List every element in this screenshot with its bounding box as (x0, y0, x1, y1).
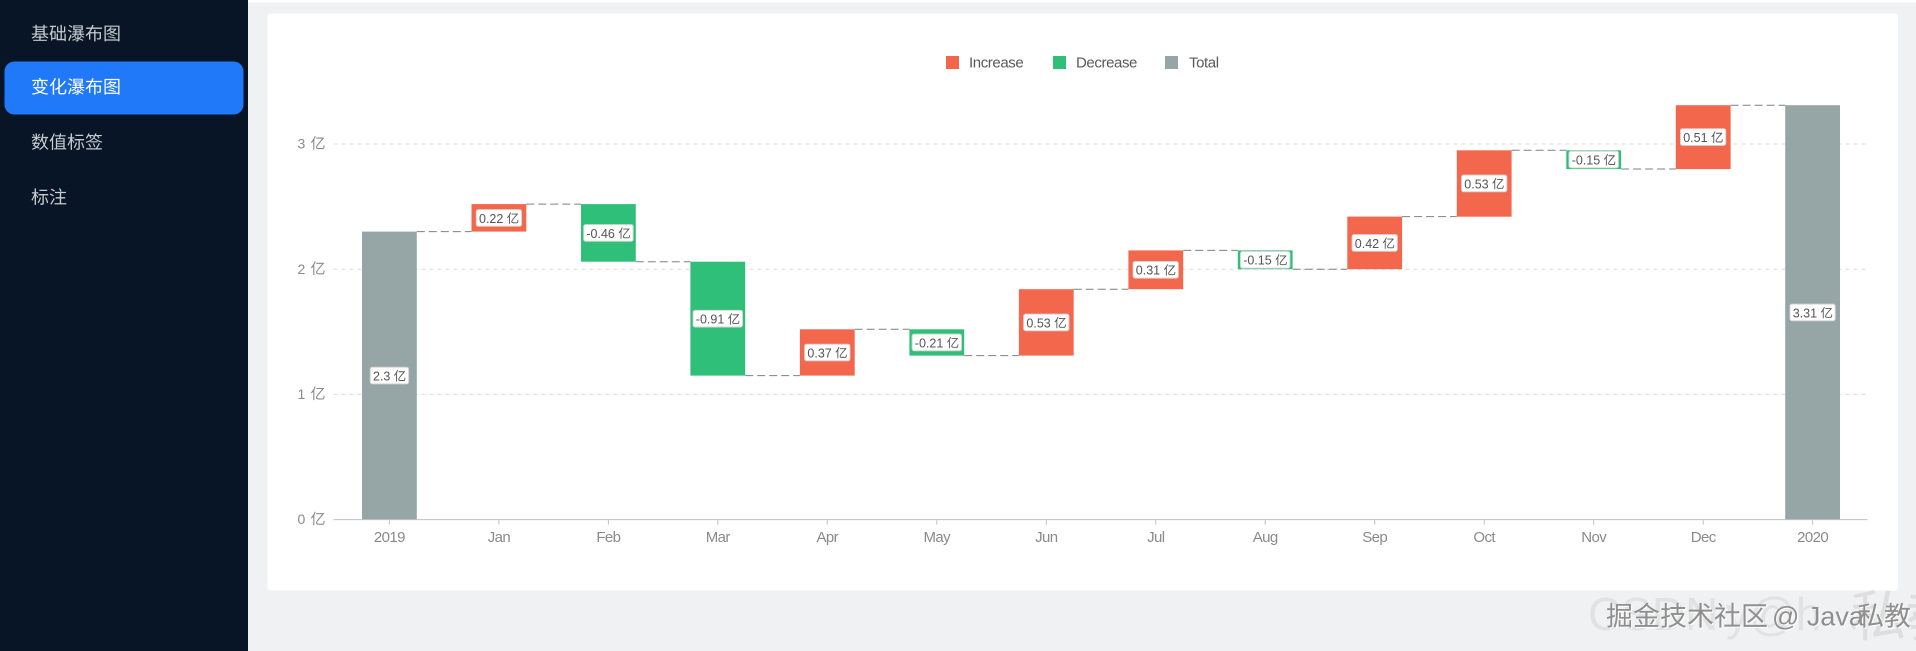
svg-text:Jan: Jan (488, 529, 511, 546)
svg-text:Decrease: Decrease (1076, 55, 1137, 72)
svg-text:Oct: Oct (1473, 529, 1496, 546)
svg-text:Nov: Nov (1581, 529, 1607, 546)
svg-text:Jun: Jun (1035, 529, 1058, 546)
svg-text:Total: Total (1189, 55, 1219, 72)
svg-text:0.51: 0.51 (1683, 131, 1707, 145)
svg-text:-0.46: -0.46 (586, 227, 615, 241)
svg-text:Dec: Dec (1691, 529, 1717, 546)
svg-text:0.53: 0.53 (1026, 316, 1050, 330)
svg-text:1: 1 (298, 386, 306, 402)
svg-text:@ Java: @ Java (1773, 603, 1866, 633)
svg-text:Apr: Apr (817, 529, 839, 546)
svg-text:3: 3 (298, 136, 306, 152)
svg-text:Feb: Feb (596, 529, 620, 546)
svg-text:Sep: Sep (1362, 529, 1387, 546)
svg-text:2.3: 2.3 (373, 370, 390, 384)
svg-text:-0.91: -0.91 (696, 313, 725, 327)
svg-text:@ Java: @ Java (1772, 602, 1865, 632)
svg-text:2020: 2020 (1797, 529, 1828, 546)
svg-text:2019: 2019 (374, 529, 405, 546)
svg-text:y@h: y@h (1726, 588, 1821, 640)
svg-text:-0.21: -0.21 (915, 336, 944, 350)
svg-text:Mar: Mar (706, 529, 731, 546)
svg-text:Aug: Aug (1253, 529, 1278, 546)
svg-text:0.37: 0.37 (807, 346, 831, 360)
svg-text:-0.15: -0.15 (1572, 154, 1601, 168)
svg-text:Jul: Jul (1147, 529, 1165, 546)
svg-text:0.22: 0.22 (479, 212, 503, 226)
svg-text:May: May (924, 529, 952, 546)
svg-text:3.31: 3.31 (1793, 306, 1817, 320)
svg-text:0: 0 (298, 511, 306, 527)
svg-text:0.42: 0.42 (1355, 237, 1379, 251)
svg-text:-0.15: -0.15 (1243, 254, 1272, 268)
svg-text:2: 2 (298, 261, 306, 277)
svg-text:Increase: Increase (969, 55, 1023, 72)
svg-text:0.53: 0.53 (1464, 177, 1488, 191)
svg-text:0.31: 0.31 (1136, 264, 1160, 278)
